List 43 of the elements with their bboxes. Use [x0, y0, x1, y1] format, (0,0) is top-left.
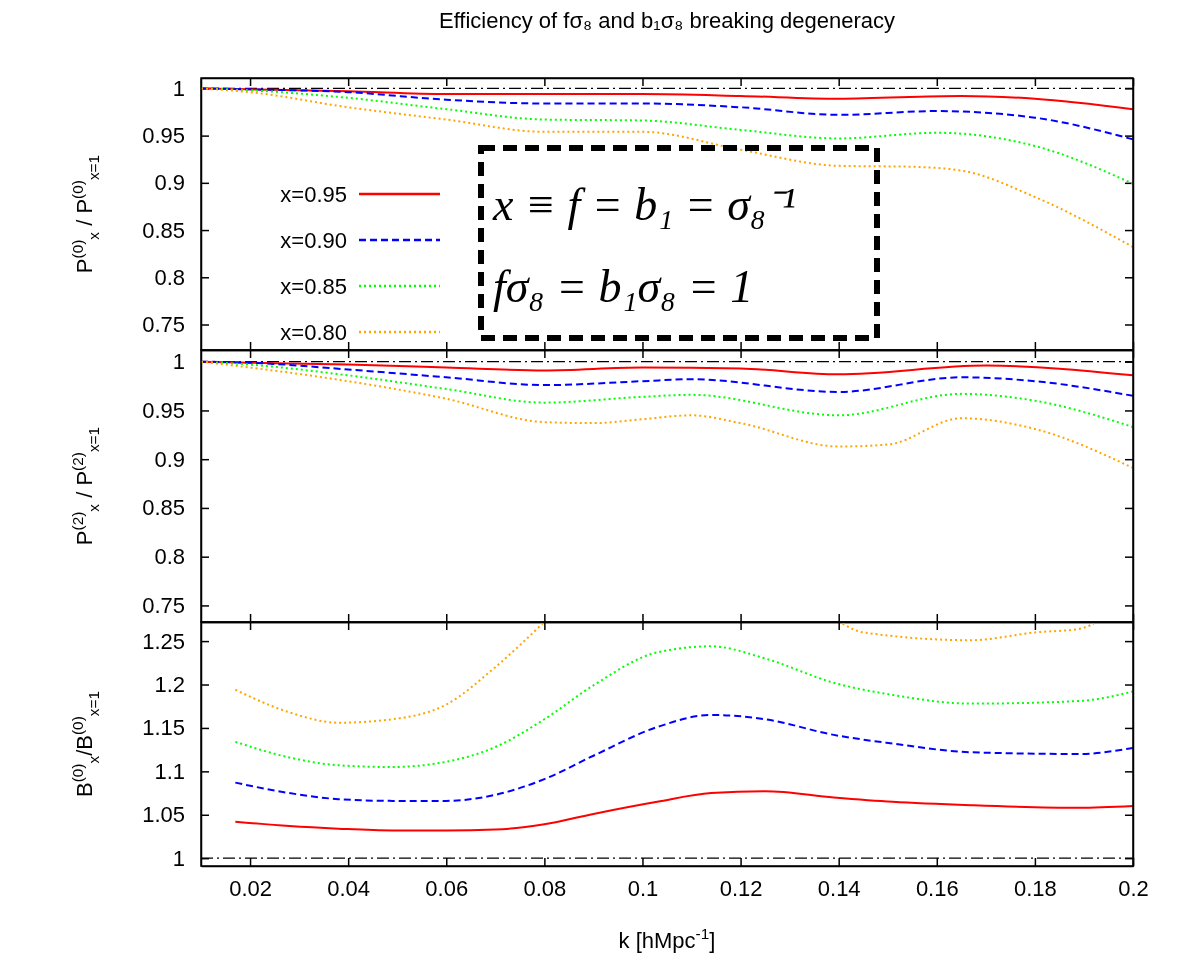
legend-label: x=0.95 [280, 182, 347, 207]
x-tick-label: 0.08 [523, 875, 567, 901]
y-tick-label: 0.75 [142, 312, 185, 338]
x-tick-label: 0.06 [425, 875, 469, 901]
y-tick-label: 1 [172, 845, 185, 871]
y-tick-label: 0.8 [154, 544, 185, 570]
line-series [201, 87, 1133, 249]
x-tick-label: 0.02 [229, 875, 272, 901]
y-tick-label: 1.1 [154, 758, 185, 784]
line-series [201, 360, 1133, 469]
y-tick-label: 1.15 [142, 715, 185, 741]
y-tick-label: 1 [172, 75, 185, 101]
y-tick-label: 0.8 [154, 264, 185, 290]
legend-label: x=0.85 [280, 274, 347, 299]
line-series [234, 645, 1133, 769]
y-tick-label: 1.25 [142, 628, 185, 654]
y-tick-label: 0.85 [142, 217, 185, 243]
annotation: x ≡ f = b₁ = σ₈⁻¹ [492, 179, 796, 230]
line-series [201, 87, 1133, 141]
x-tick-label: 0.1 [627, 875, 659, 901]
line-series [234, 713, 1133, 802]
x-tick-label: 0.14 [817, 875, 861, 901]
chart-title: Efficiency of fσ₈ and b₁σ₈ breaking degeneracy [438, 8, 896, 33]
y-tick-label: 0.9 [154, 446, 185, 472]
x-tick-label: 0.04 [327, 875, 371, 901]
annotation: fσ₈ = b₁σ₈ = 1 [493, 261, 754, 312]
x-tick-label: 0.18 [1013, 875, 1057, 901]
y-tick-label: 1 [172, 349, 185, 375]
x-tick-label: 0.2 [1118, 875, 1149, 901]
y-tick-label: 0.95 [142, 397, 185, 423]
y-tick-label: 1.2 [154, 672, 185, 698]
x-tick-label: 0.16 [915, 875, 959, 901]
y-tick-label: 0.9 [154, 170, 185, 196]
legend-label: x=0.90 [280, 228, 347, 253]
y-tick-label: 0.85 [142, 495, 185, 521]
line-series [201, 360, 1133, 397]
line-series [234, 790, 1133, 832]
x-tick-label: 0.12 [719, 875, 763, 901]
y-tick-label: 0.75 [142, 592, 185, 618]
x-axis-title: k [hMpc$^{-1}$] [618, 925, 716, 953]
legend-label: x=0.80 [280, 320, 347, 345]
y-tick-label: 1.05 [142, 802, 185, 828]
y-tick-label: 0.95 [142, 123, 185, 149]
